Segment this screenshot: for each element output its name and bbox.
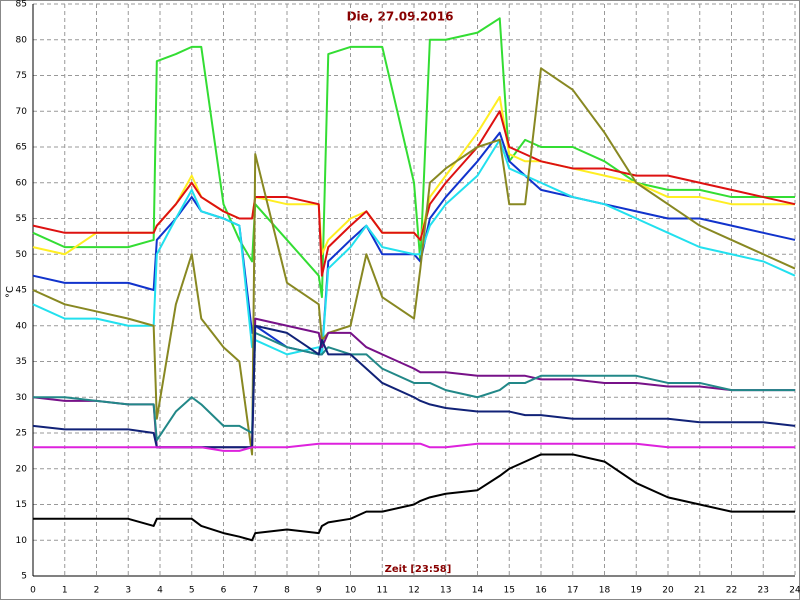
- y-tick-label: 35: [16, 357, 27, 367]
- y-tick-label: 5: [21, 572, 27, 582]
- series-line: [32, 67, 796, 456]
- x-tick-label: 2: [94, 586, 100, 596]
- x-tick-label: 17: [567, 586, 578, 596]
- x-tick-label: 24: [789, 586, 800, 596]
- x-tick-label: 23: [758, 586, 769, 596]
- x-tick-label: 9: [316, 586, 322, 596]
- series-line: [33, 453, 795, 542]
- x-tick-label: 8: [284, 586, 290, 596]
- y-tick-label: 25: [16, 429, 27, 439]
- y-tick-label: 60: [16, 178, 28, 188]
- series-line: [32, 138, 796, 356]
- series-line: [32, 110, 796, 277]
- x-tick-label: 22: [726, 586, 737, 596]
- chart-title: Die, 27.09.2016: [347, 10, 454, 24]
- x-tick-label: 15: [504, 586, 515, 596]
- x-tick-label: 14: [472, 586, 484, 596]
- x-tick-label: 1: [62, 586, 68, 596]
- y-tick-label: 65: [16, 143, 27, 153]
- x-tick-label: 20: [662, 586, 674, 596]
- y-tick-label: 50: [16, 250, 28, 260]
- series-line: [33, 442, 795, 452]
- series-line: [33, 331, 795, 442]
- x-tick-label: 21: [694, 586, 705, 596]
- y-tick-label: 85: [16, 0, 27, 10]
- x-tick-label: 0: [30, 586, 36, 596]
- y-tick-label: 20: [16, 464, 28, 474]
- x-tick-label: 13: [440, 586, 451, 596]
- y-tick-label: 15: [16, 500, 27, 510]
- y-tick-label: 45: [16, 286, 27, 296]
- y-tick-label: 70: [16, 107, 28, 117]
- x-tick-label: 19: [631, 586, 643, 596]
- y-tick-label: 10: [16, 536, 28, 546]
- y-axis-label: °C: [5, 286, 16, 298]
- y-tick-label: 30: [16, 393, 28, 403]
- x-tick-label: 5: [189, 586, 195, 596]
- x-tick-label: 18: [599, 586, 611, 596]
- x-tick-label: 10: [345, 586, 357, 596]
- series-line: [32, 17, 795, 299]
- x-tick-label: 4: [157, 586, 163, 596]
- x-tick-label: 6: [221, 586, 227, 596]
- x-tick-label: 3: [125, 586, 131, 596]
- y-tick-label: 80: [16, 35, 28, 45]
- y-tick-label: 40: [16, 321, 28, 331]
- x-axis-label: Zeit [23:58]: [385, 564, 452, 575]
- x-tick-label: 7: [252, 586, 258, 596]
- y-tick-label: 55: [16, 214, 27, 224]
- y-tick-label: 75: [16, 71, 27, 81]
- x-tick-label: 12: [408, 586, 419, 596]
- x-tick-label: 11: [377, 586, 388, 596]
- x-tick-label: 16: [535, 586, 547, 596]
